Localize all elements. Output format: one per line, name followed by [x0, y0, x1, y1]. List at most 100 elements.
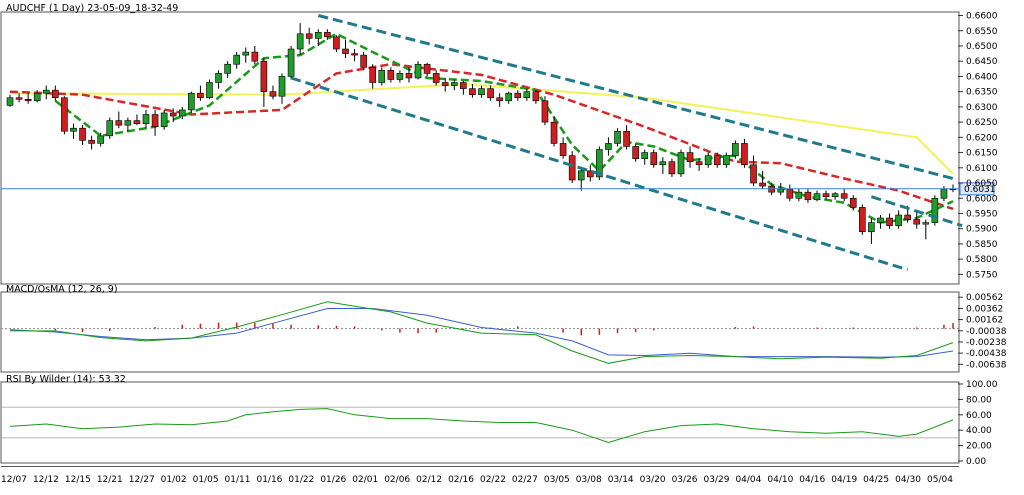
y-tick-label: 40.00 — [966, 426, 992, 436]
candle-body — [641, 152, 649, 159]
x-tick-label: 03/14 — [608, 475, 634, 485]
x-tick-label: 04/30 — [895, 475, 921, 485]
x-tick-label: 12/27 — [129, 475, 155, 485]
y-tick-label: 0.00 — [966, 457, 986, 467]
candle-body — [333, 36, 340, 50]
y-tick-label: 0.6600 — [966, 12, 998, 22]
candle-body — [369, 66, 376, 83]
x-tick-label: 02/16 — [448, 475, 474, 485]
candle-body — [15, 97, 23, 100]
candle-body — [88, 140, 95, 144]
candle-body — [677, 152, 685, 175]
candle-body — [868, 222, 875, 233]
channel-line-1 — [290, 76, 909, 272]
candle-body — [877, 217, 884, 223]
candle-body — [242, 51, 250, 56]
x-tick-label: 01/02 — [161, 475, 187, 485]
y-tick-label: 0.00162 — [966, 316, 1003, 326]
last-price-box — [959, 182, 995, 196]
candle-body — [405, 73, 413, 79]
candle-body — [450, 82, 458, 86]
y-tick-label: 0.5850 — [966, 240, 998, 250]
x-tick-label: 12/07 — [1, 475, 27, 485]
candle-body — [79, 127, 86, 141]
x-tick-label: 12/12 — [33, 475, 59, 485]
candle-body — [487, 88, 494, 99]
candle-body — [822, 193, 830, 198]
candle-body — [287, 48, 295, 77]
candle-body — [423, 63, 431, 74]
candle-body — [378, 70, 386, 83]
candle-body — [723, 155, 730, 166]
candle-body — [106, 120, 114, 137]
candle-body — [197, 92, 204, 99]
x-tick-label: 01/05 — [193, 475, 219, 485]
candle-body — [550, 121, 558, 144]
candle-body — [895, 214, 902, 226]
y-tick-label: 0.6000 — [966, 194, 998, 204]
candle-body — [460, 82, 467, 89]
candle-body — [650, 152, 658, 166]
candle-body — [931, 197, 939, 223]
candle-body — [6, 97, 14, 106]
y-tick-label: 0.5800 — [966, 255, 998, 265]
candle-body — [215, 73, 222, 83]
x-tick-label: 02/06 — [384, 475, 410, 485]
y-tick-label: 0.6500 — [966, 42, 998, 52]
y-tick-label: -0.00038 — [966, 327, 1007, 337]
candle-body — [61, 97, 68, 132]
y-tick-label: -0.00438 — [966, 349, 1007, 359]
candle-body — [786, 188, 794, 199]
candle-body — [523, 91, 531, 99]
candle-body — [441, 82, 449, 86]
y-tick-label: 80.00 — [966, 395, 992, 405]
y-tick-label: 60.00 — [966, 411, 992, 421]
x-tick-label: 12/15 — [65, 475, 91, 485]
x-tick-label: 03/05 — [544, 475, 570, 485]
candle-body — [904, 214, 911, 220]
macd-panel-title: MACD/OsMA (12, 26, 9) — [6, 284, 118, 295]
candle-body — [840, 193, 848, 199]
candle-body — [233, 54, 240, 65]
candle-body — [124, 120, 132, 126]
candle-body — [759, 182, 766, 187]
candle-body — [732, 143, 739, 156]
x-tick-label: 02/27 — [512, 475, 538, 485]
panel-frame-0 — [0, 11, 960, 285]
candle-body — [478, 88, 485, 96]
x-tick-label: 05/04 — [927, 475, 953, 485]
x-tick-label: 03/26 — [672, 475, 698, 485]
candle-body — [97, 135, 104, 144]
candle-body — [614, 130, 621, 144]
x-tick-label: 02/12 — [416, 475, 442, 485]
y-tick-label: 0.5900 — [966, 225, 998, 235]
candle-body — [33, 92, 41, 102]
candle-body — [296, 33, 304, 50]
y-tick-label: -0.00238 — [966, 338, 1007, 348]
candle-body — [70, 127, 77, 132]
candle-body — [713, 155, 721, 166]
candle-body — [886, 217, 893, 226]
candle-body — [704, 155, 712, 166]
candle-body — [750, 164, 757, 184]
y-tick-label: 0.5950 — [966, 209, 998, 219]
x-tick-label: 01/11 — [225, 475, 251, 485]
candle-body — [605, 143, 612, 150]
candle-body — [314, 31, 322, 39]
x-tick-label: 01/16 — [256, 475, 282, 485]
y-tick-label: -0.00638 — [966, 360, 1007, 370]
moving-average-line-1 — [9, 62, 954, 211]
y-tick-label: 0.6150 — [966, 149, 998, 159]
candle-body — [224, 63, 231, 74]
y-tick-label: 0.00362 — [966, 304, 1003, 314]
y-tick-label: 0.5750 — [966, 270, 998, 280]
candle-body — [859, 207, 866, 233]
candle-body — [133, 120, 141, 124]
candle-body — [206, 82, 213, 99]
candle-body — [351, 53, 358, 56]
candle-body — [324, 31, 331, 38]
main-chart-title: AUDCHF (1 Day) 23-05-09_18-32-49 — [6, 3, 178, 14]
x-tick-label: 02/22 — [480, 475, 506, 485]
candle-body — [278, 76, 286, 97]
